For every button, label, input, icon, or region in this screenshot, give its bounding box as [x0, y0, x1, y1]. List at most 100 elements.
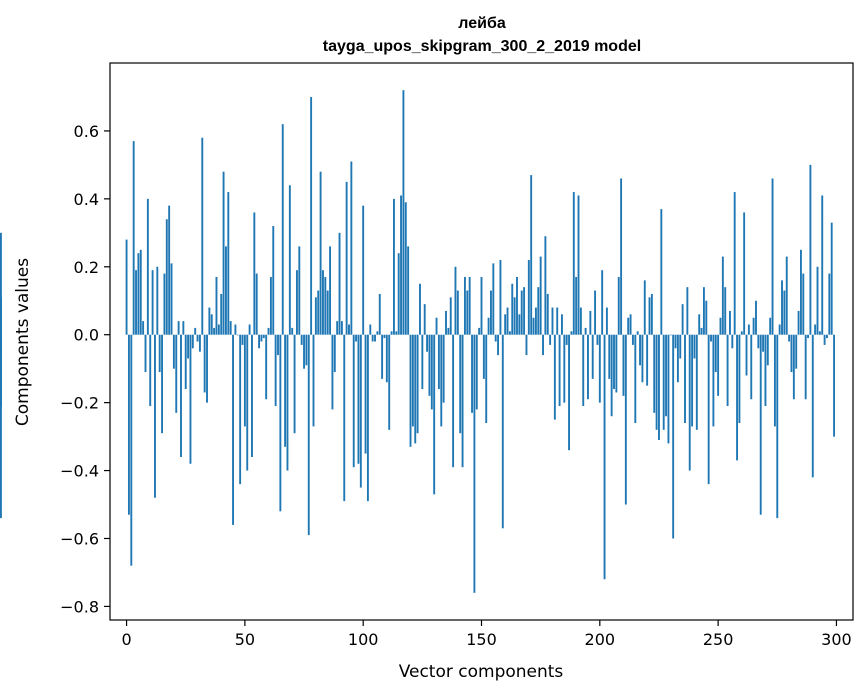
bar-187 [568, 334, 570, 451]
bar-210 [622, 334, 625, 396]
bar-154 [490, 290, 492, 335]
bar-73 [298, 246, 301, 335]
bar-157 [497, 334, 500, 356]
bar-162 [508, 331, 511, 335]
bar-112 [390, 331, 393, 335]
bar-15 [161, 334, 163, 434]
x-tick-label: 100 [348, 630, 379, 649]
bar-148 [475, 334, 478, 410]
bar-246 [707, 334, 710, 485]
bar-92 [343, 334, 346, 502]
bar-225 [658, 334, 660, 440]
bar-256 [731, 334, 734, 349]
bar-109 [383, 334, 386, 339]
bar-49 [241, 334, 244, 345]
bar-271 [766, 334, 769, 366]
bar-105 [374, 334, 376, 342]
bar-274 [773, 334, 776, 427]
bar-63 [274, 334, 277, 407]
bar-113 [393, 198, 395, 335]
bar-175 [539, 256, 542, 335]
bar-264 [750, 334, 753, 400]
bar-222 [650, 293, 653, 335]
bar-74 [300, 334, 303, 345]
bar-235 [681, 304, 684, 335]
bar-238 [688, 334, 691, 471]
bar-160 [504, 314, 507, 335]
bar-176 [542, 334, 544, 356]
bar-228 [665, 334, 668, 417]
bar-125 [421, 334, 424, 390]
bar-20 [172, 334, 175, 369]
bar-189 [572, 192, 575, 335]
bar-199 [596, 334, 599, 345]
bar-186 [565, 334, 568, 345]
bar-159 [501, 334, 504, 529]
bar-202 [603, 334, 606, 580]
bar-295 [823, 334, 826, 345]
bar-259 [738, 334, 741, 424]
bar-50 [243, 334, 246, 427]
bar-99 [359, 334, 362, 488]
bar-201 [601, 270, 604, 335]
bar-33 [203, 334, 206, 393]
bar-278 [783, 290, 786, 335]
bar-296 [826, 334, 828, 339]
bar-48 [239, 334, 242, 485]
bar-38 [215, 276, 218, 335]
bar-152 [485, 334, 488, 424]
bar-102 [366, 334, 369, 502]
bar-283 [795, 334, 798, 369]
bar-72 [295, 270, 298, 335]
bar-122 [414, 334, 417, 444]
bar-117 [402, 90, 405, 335]
bar-78 [310, 96, 313, 335]
bar-97 [355, 334, 358, 342]
bar-209 [620, 178, 623, 335]
bar-41 [222, 171, 225, 335]
bar-168 [523, 287, 526, 335]
bar-104 [371, 334, 374, 342]
bar-80 [314, 297, 317, 335]
bar-229 [667, 334, 670, 444]
bar-242 [698, 314, 701, 335]
bar-132 [437, 334, 440, 390]
bar-123 [416, 334, 419, 434]
bar-206 [613, 334, 615, 390]
bar-83 [322, 270, 324, 335]
bar-213 [629, 314, 632, 335]
bar-70 [291, 327, 294, 335]
bar-34 [206, 334, 208, 403]
bar-139 [454, 266, 457, 335]
bar-240 [693, 334, 696, 359]
bar-91 [340, 321, 343, 335]
bar-146 [471, 334, 473, 413]
bar-126 [423, 304, 426, 335]
bar-165 [516, 276, 518, 335]
bar-27 [189, 334, 192, 464]
bar-54 [253, 212, 256, 335]
bar-51 [246, 334, 249, 471]
bar-116 [400, 195, 402, 335]
bar-23 [180, 334, 182, 457]
bar-35 [208, 307, 211, 335]
bar-298 [830, 222, 833, 335]
bar-136 [447, 327, 450, 335]
bar-215 [634, 334, 637, 424]
bar-137 [449, 297, 452, 335]
bar-191 [577, 195, 580, 335]
bar-84 [324, 276, 327, 335]
bar-261 [743, 212, 746, 335]
bar-273 [771, 178, 774, 335]
chart-title: лейба [458, 15, 506, 32]
bar-88 [333, 334, 336, 373]
bar-0 [125, 239, 128, 335]
bar-25 [184, 334, 187, 390]
bar-265 [752, 317, 755, 335]
bar-1 [127, 334, 130, 515]
bar-226 [660, 209, 663, 335]
bar-131 [435, 317, 438, 335]
bar-279 [785, 256, 788, 335]
bar-21 [175, 334, 178, 413]
bar-149 [478, 327, 481, 335]
